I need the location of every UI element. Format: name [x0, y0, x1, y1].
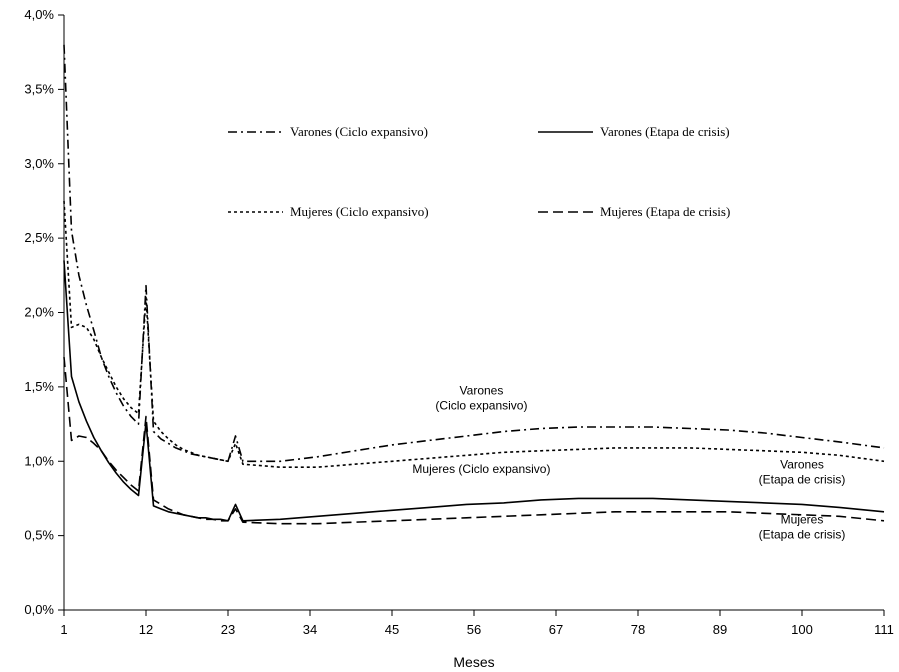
x-tick-label: 78: [631, 622, 645, 637]
series-annotation: Varones (Ciclo expansivo): [435, 383, 527, 412]
series-annotation: Varones (Etapa de crisis): [759, 458, 846, 487]
x-tick-label: 34: [303, 622, 317, 637]
legend-label: Mujeres (Ciclo expansivo): [290, 204, 429, 219]
y-tick-label: 3,5%: [24, 81, 54, 96]
x-axis: 1 12 23 34 45 56 67 78 89 100 111: [60, 609, 894, 637]
y-tick-label: 2,5%: [24, 230, 54, 245]
legend-label: Varones (Etapa de crisis): [600, 124, 730, 139]
legend: Varones (Ciclo expansivo) Varones (Etapa …: [228, 124, 730, 219]
x-tick-label: 100: [791, 622, 813, 637]
x-tick-label: 45: [385, 622, 399, 637]
series-annotation: Mujeres (Etapa de crisis): [759, 513, 846, 542]
y-tick-label: 3,0%: [24, 156, 54, 171]
x-axis-title: Meses: [453, 654, 494, 670]
x-tick-label: 12: [139, 622, 153, 637]
series-line-1: [63, 44, 885, 463]
y-tick-label: 0,5%: [24, 528, 54, 543]
series-annotation: Mujeres (Ciclo expansivo): [412, 462, 550, 476]
y-tick-label: 0,0%: [24, 602, 54, 617]
x-tick-label: 111: [874, 622, 894, 637]
series-layer: [63, 44, 885, 525]
legend-label: Mujeres (Etapa de crisis): [600, 204, 730, 219]
legend-label: Varones (Ciclo expansivo): [290, 124, 428, 139]
x-tick-label: 56: [467, 622, 481, 637]
series-line-2: [63, 260, 885, 522]
y-tick-label: 1,0%: [24, 453, 54, 468]
x-tick-label: 89: [713, 622, 727, 637]
series-line-3: [63, 200, 885, 469]
y-tick-label: 4,0%: [24, 7, 54, 22]
x-tick-label: 23: [221, 622, 235, 637]
y-tick-label: 2,0%: [24, 305, 54, 320]
y-tick-label: 1,5%: [24, 379, 54, 394]
series-line-4: [63, 357, 885, 525]
annotations: Varones (Ciclo expansivo) Mujeres (Ciclo e…: [412, 383, 845, 541]
y-axis: 0,0% 0,5% 1,0% 1,5% 2,0% 2,5% 3,0% 3,5% 4,0%: [24, 7, 65, 617]
x-tick-label: 67: [549, 622, 563, 637]
x-tick-label: 1: [60, 622, 67, 637]
